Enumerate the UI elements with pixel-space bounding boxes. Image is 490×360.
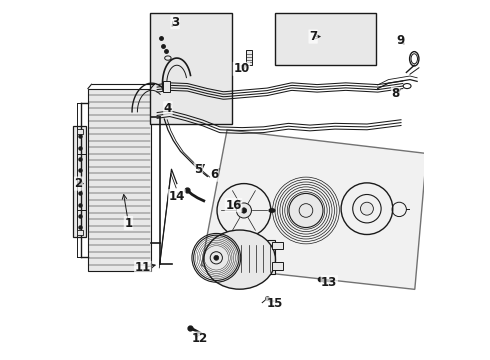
Bar	[77, 230, 82, 235]
Bar	[238, 240, 275, 274]
Polygon shape	[201, 130, 427, 289]
Text: 10: 10	[233, 62, 249, 75]
Circle shape	[299, 204, 313, 217]
Circle shape	[241, 208, 246, 213]
Bar	[88, 89, 151, 271]
Text: 14: 14	[169, 190, 185, 203]
Text: 9: 9	[397, 33, 405, 47]
Text: 13: 13	[321, 276, 338, 289]
Bar	[163, 81, 171, 92]
Text: 4: 4	[164, 102, 172, 115]
Bar	[272, 262, 283, 270]
Bar	[150, 13, 232, 125]
Circle shape	[214, 255, 219, 260]
Text: 3: 3	[171, 16, 179, 29]
Text: 7: 7	[309, 30, 317, 43]
Text: 11: 11	[135, 261, 151, 274]
Text: 6: 6	[210, 168, 219, 181]
Bar	[77, 130, 82, 134]
Text: 5: 5	[194, 163, 202, 176]
Text: 16: 16	[225, 199, 242, 212]
Bar	[246, 50, 252, 64]
Ellipse shape	[204, 230, 275, 289]
Circle shape	[361, 202, 373, 215]
Bar	[73, 126, 87, 237]
Circle shape	[289, 193, 323, 228]
Bar	[272, 242, 283, 249]
Text: 8: 8	[392, 87, 400, 100]
Text: 1: 1	[124, 216, 132, 230]
Text: 12: 12	[192, 332, 208, 345]
Bar	[275, 13, 376, 65]
Circle shape	[236, 203, 251, 218]
Text: 15: 15	[266, 297, 283, 310]
Text: 2: 2	[74, 177, 83, 190]
Circle shape	[210, 252, 222, 264]
